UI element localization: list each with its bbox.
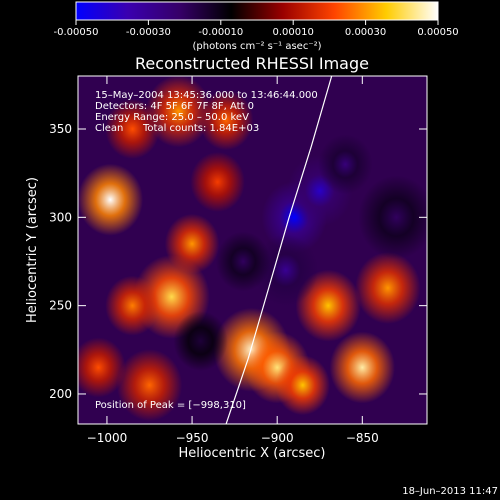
- intensity-blob: [190, 152, 245, 212]
- y-axis-ticks: 200 250 300 350: [49, 122, 427, 401]
- x-tick-label: −1000: [87, 431, 128, 445]
- annotation-time: 15–May–2004 13:45:36.000 to 13:46:44.000: [95, 90, 318, 101]
- colorbar-unit-label: (photons cm⁻² s⁻¹ asec⁻²): [192, 41, 321, 52]
- y-tick-label: 300: [49, 210, 72, 224]
- intensity-blob: [329, 331, 395, 404]
- intensity-blob: [198, 90, 254, 151]
- y-tick-label: 350: [49, 122, 72, 136]
- intensity-blob: [173, 311, 228, 371]
- intensity-blob: [105, 99, 160, 159]
- colorbar-tick-label: -0.00030: [126, 27, 171, 38]
- annotation-clean: Clean: [95, 123, 123, 134]
- intensity-blob: [164, 213, 220, 274]
- colorbar-tick-label: 0.00030: [345, 27, 386, 38]
- y-axis-label: Heliocentric Y (arcsec): [25, 177, 40, 323]
- intensity-blob: [116, 349, 183, 422]
- intensity-blob: [275, 355, 330, 416]
- x-tick-label: −950: [176, 431, 209, 445]
- colorbar: [75, 1, 439, 21]
- chart-title: Reconstructed RHESSI Image: [135, 54, 369, 73]
- intensity-blob: [358, 175, 427, 260]
- intensity-blob: [145, 76, 212, 148]
- footer-timestamp: 18–Jun–2013 11:47: [402, 486, 498, 497]
- annotation-peak: Position of Peak = [−998,310]: [95, 400, 246, 411]
- intensity-blob: [215, 231, 271, 292]
- intensity-blob: [318, 134, 373, 195]
- annotation-energy: Energy Range: 25.0 – 50.0 keV: [95, 112, 249, 123]
- colorbar-tick-label: 0.00050: [417, 27, 458, 38]
- colorbar-ticks: -0.00050 -0.00030 -0.00010 0.00010 0.00030 0.…: [54, 20, 459, 38]
- plot-frame: [77, 75, 428, 425]
- intensity-blob: [105, 275, 160, 336]
- y-tick-label: 200: [49, 387, 72, 401]
- solar-limb: [225, 76, 333, 424]
- colorbar-tick-label: -0.00010: [198, 27, 243, 38]
- intensity-blob: [355, 252, 421, 324]
- y-tick-label: 250: [49, 299, 72, 313]
- intensity-blob: [78, 163, 144, 236]
- x-tick-label: −850: [346, 431, 379, 445]
- annotation-counts: Total counts: 1.84E+03: [142, 123, 259, 134]
- x-tick-label: −900: [261, 431, 294, 445]
- intensity-blob: [253, 234, 319, 307]
- intensity-blob: [78, 337, 126, 398]
- x-axis-label: Heliocentric X (arcsec): [179, 446, 326, 461]
- x-axis-ticks: −1000 −950 −900 −850: [87, 76, 379, 445]
- colorbar-tick-label: -0.00050: [54, 27, 99, 38]
- colorbar-tick-label: 0.00010: [273, 27, 314, 38]
- annotation-detectors: Detectors: 4F 5F 6F 7F 8F, Att 0: [95, 101, 254, 112]
